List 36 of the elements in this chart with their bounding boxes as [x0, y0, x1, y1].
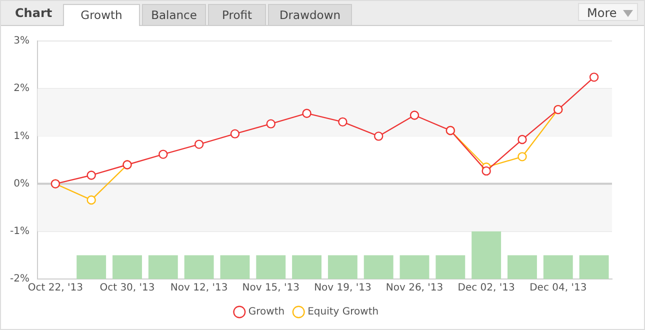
x-tick-label: Dec 04, '13 [530, 282, 587, 294]
x-tick-label: Dec 02, '13 [458, 282, 515, 294]
text: Drawdown [268, 4, 352, 25]
point [518, 152, 527, 162]
chart-title: Chart [15, 6, 52, 20]
text: Growth [63, 4, 140, 26]
point [410, 110, 420, 120]
point [194, 140, 204, 149]
x-tick-label: Oct 30, '13 [100, 282, 155, 294]
point [266, 119, 276, 128]
point [589, 72, 599, 82]
point [374, 132, 384, 141]
x-tick-label: Nov 26, '13 [386, 282, 444, 294]
legend-label: Growth [248, 306, 285, 318]
point [158, 150, 168, 159]
x-tick-label: Nov 12, '13 [170, 282, 228, 294]
y-tick-label: 0% [14, 178, 30, 190]
point [302, 108, 312, 118]
y-tick-label: -1% [10, 226, 30, 237]
y-tick-label: 2% [14, 83, 30, 94]
x-tick-label: Nov 19, '13 [314, 282, 372, 294]
y-tick-label: 3% [14, 36, 30, 47]
point [86, 195, 96, 205]
text: Balance [142, 4, 206, 25]
point [482, 166, 491, 176]
point [86, 170, 96, 180]
x-tick-label: Nov 15, '13 [242, 282, 300, 294]
y-tick-label: -2% [10, 274, 30, 285]
y-tick-label: 1% [14, 130, 30, 142]
point [230, 129, 240, 138]
text: More [578, 3, 638, 21]
text: Profit [208, 4, 266, 25]
point [518, 134, 527, 144]
point [338, 117, 348, 127]
legend-label: Equity Growth [308, 306, 379, 318]
x-tick-label: Oct 22, '13 [28, 282, 83, 294]
